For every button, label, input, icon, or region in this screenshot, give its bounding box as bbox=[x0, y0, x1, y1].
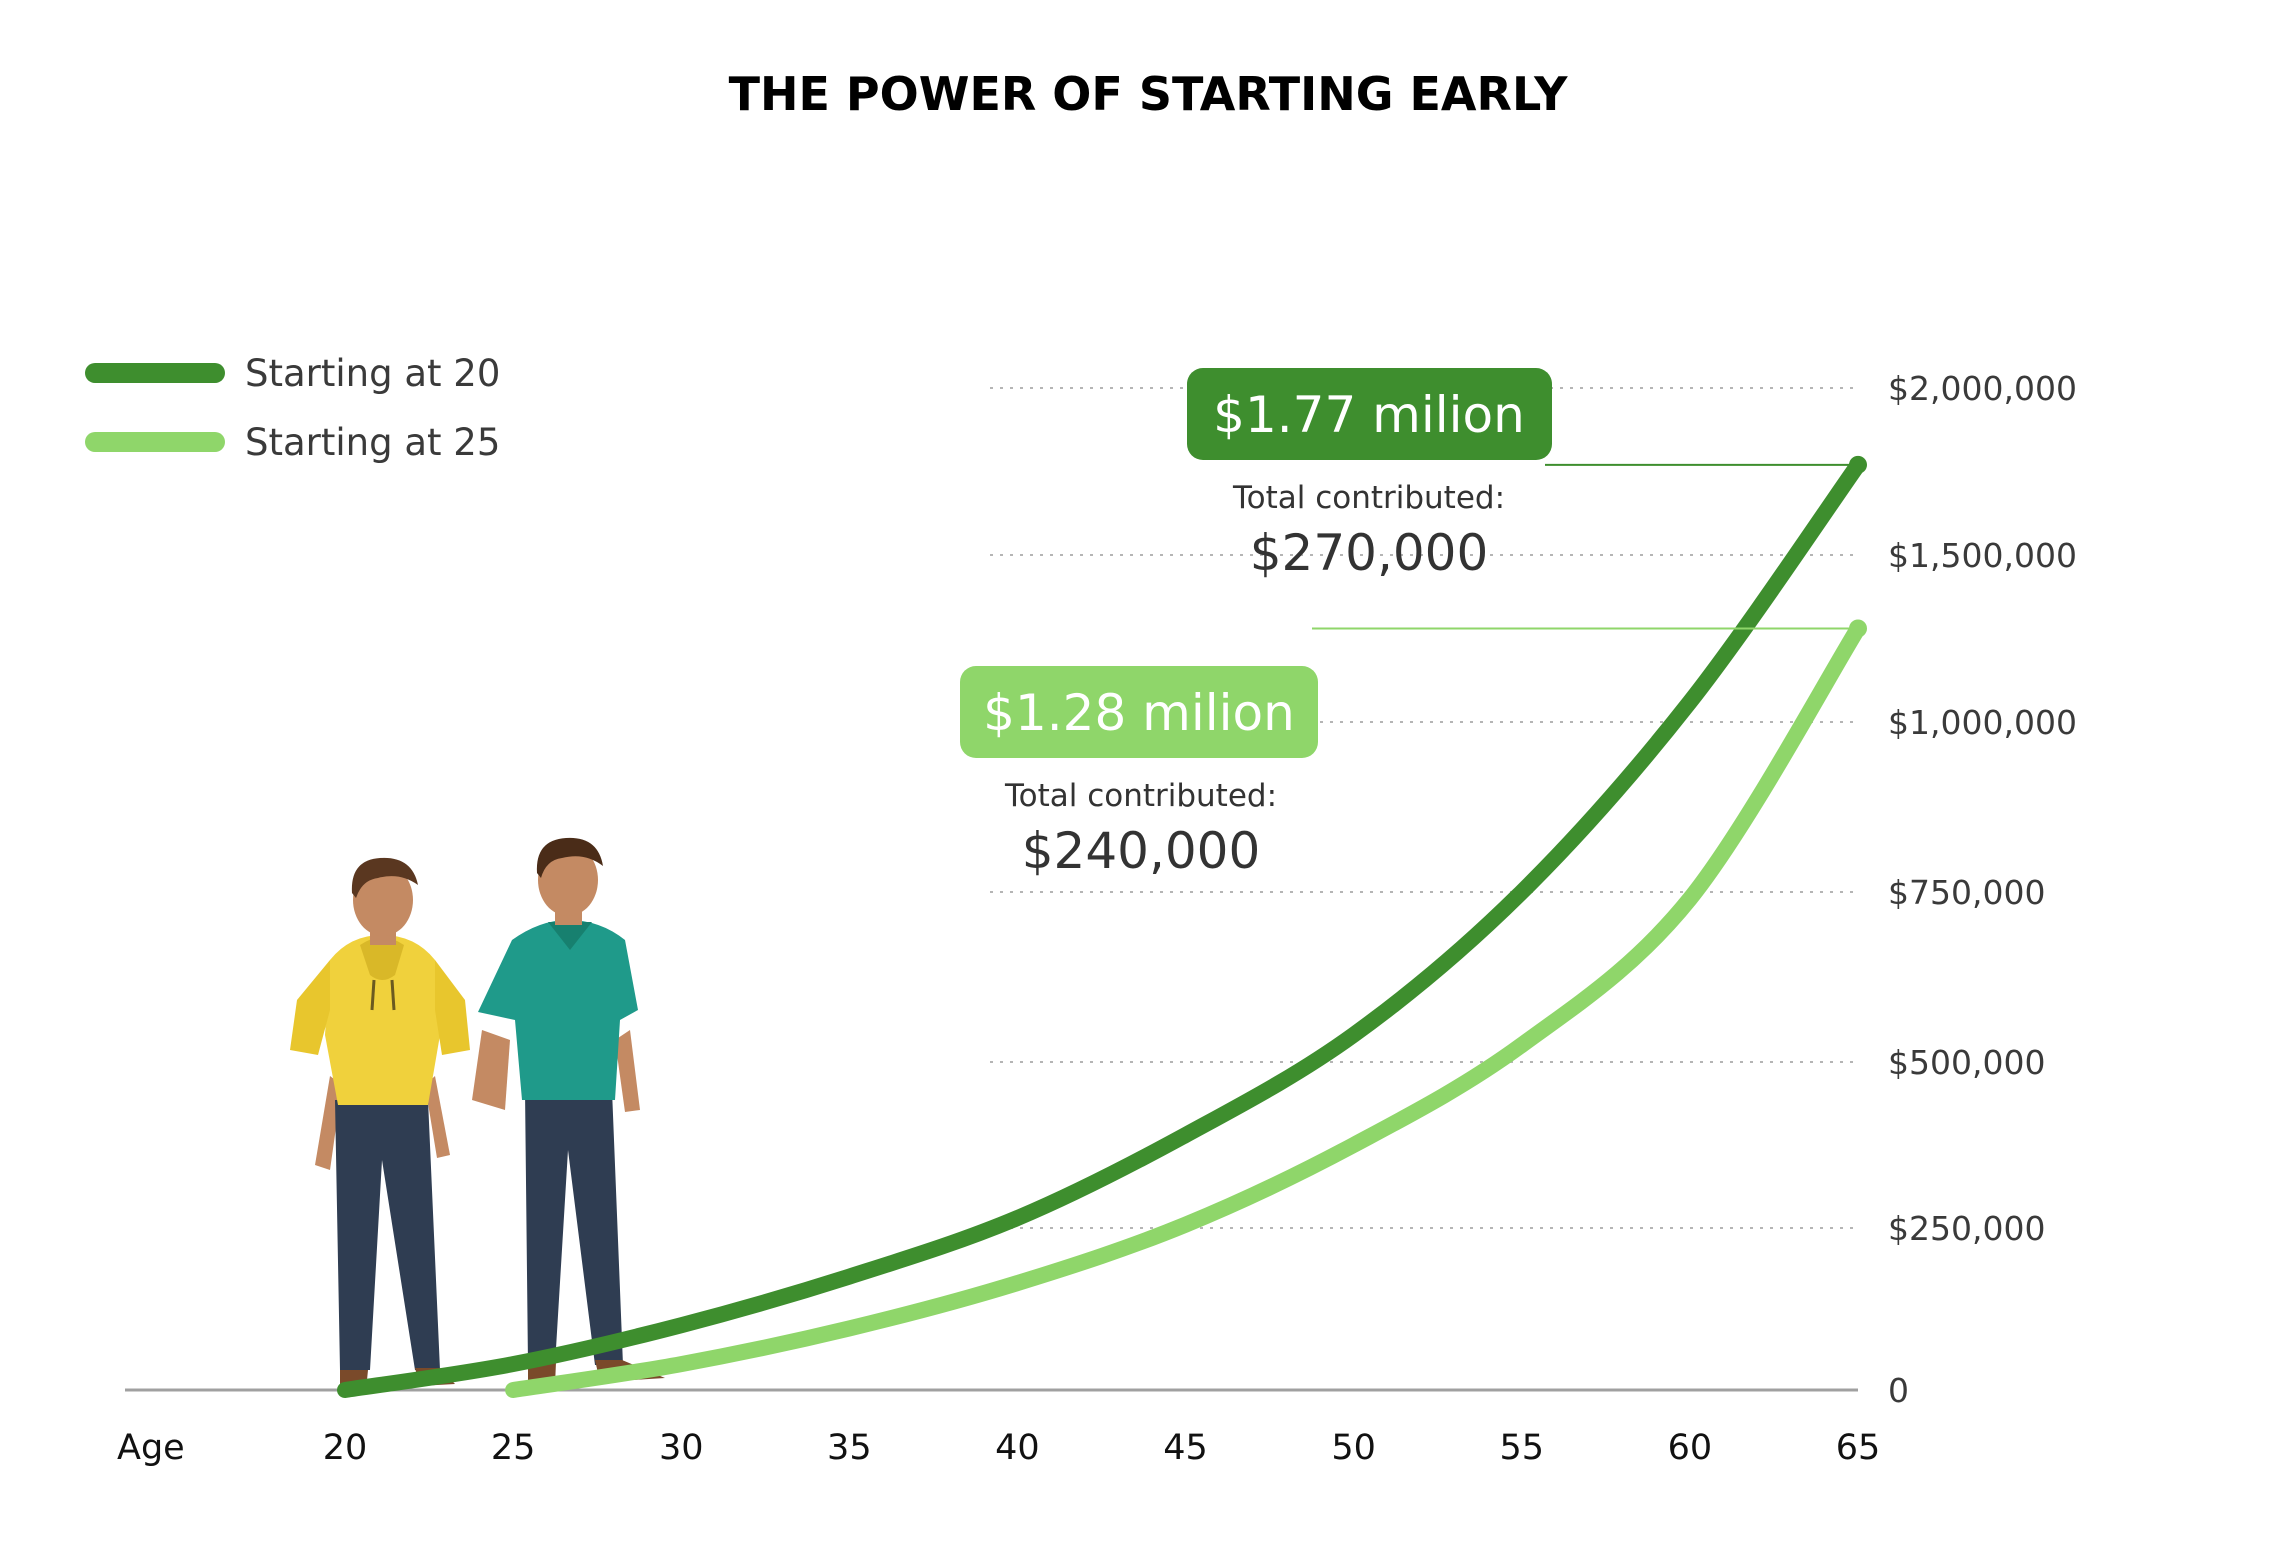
x-tick-label: 45 bbox=[1163, 1428, 1208, 1468]
x-tick-label: 30 bbox=[659, 1428, 704, 1468]
callout-value-starting-25: $1.28 milion bbox=[983, 684, 1295, 742]
callout-box-starting-25 bbox=[960, 666, 1318, 758]
x-tick-label: 60 bbox=[1668, 1428, 1713, 1468]
callout-box-starting-20 bbox=[1187, 368, 1552, 460]
x-tick-label: 50 bbox=[1331, 1428, 1376, 1468]
series-line-starting-25 bbox=[505, 620, 1866, 1398]
callout-sub-label-starting-25: Total contributed: bbox=[1004, 778, 1277, 814]
y-tick-label: $2,000,000 bbox=[1888, 369, 2077, 408]
y-tick-label: $250,000 bbox=[1888, 1209, 2045, 1248]
callout-sub-label-starting-20: Total contributed: bbox=[1232, 480, 1505, 516]
legend: Starting at 20 Starting at 25 bbox=[85, 352, 500, 464]
y-tick-label: $1,000,000 bbox=[1888, 703, 2077, 742]
legend-label-starting-20: Starting at 20 bbox=[245, 352, 500, 395]
x-tick-label: 55 bbox=[1500, 1428, 1545, 1468]
callout-amount-starting-20: $270,000 bbox=[1250, 524, 1489, 582]
legend-label-starting-25: Starting at 25 bbox=[245, 421, 500, 464]
callout-starting-20: $1.77 milion Total contributed: $270,000 bbox=[1187, 368, 1858, 582]
series-line-starting-20 bbox=[337, 456, 1866, 1398]
y-tick-label: $500,000 bbox=[1888, 1043, 2045, 1082]
x-tick-label: 35 bbox=[827, 1428, 872, 1468]
callout-amount-starting-25: $240,000 bbox=[1022, 822, 1261, 880]
callout-value-starting-20: $1.77 milion bbox=[1213, 386, 1525, 444]
person-teal-polo-icon bbox=[472, 837, 665, 1388]
x-axis-label: Age bbox=[117, 1428, 185, 1468]
x-tick-label: 20 bbox=[323, 1428, 368, 1468]
illustration bbox=[290, 837, 665, 1392]
chart-title: THE POWER OF STARTING EARLY bbox=[729, 67, 1569, 121]
person-yellow-hoodie-icon bbox=[290, 857, 470, 1392]
callouts: $1.77 milion Total contributed: $270,000… bbox=[960, 368, 1858, 880]
y-tick-label: $750,000 bbox=[1888, 873, 2045, 912]
y-tick-label: $1,500,000 bbox=[1888, 536, 2077, 575]
x-tick-label: 40 bbox=[995, 1428, 1040, 1468]
x-axis-ticks: 20 25 30 35 40 45 50 55 60 65 bbox=[323, 1428, 1881, 1468]
y-axis-ticks: 0 $250,000 $500,000 $750,000 $1,000,000 $1,50… bbox=[1888, 369, 2077, 1410]
x-tick-label: 25 bbox=[491, 1428, 536, 1468]
x-tick-label: 65 bbox=[1836, 1428, 1881, 1468]
y-tick-label: 0 bbox=[1888, 1371, 1909, 1410]
callout-starting-25: $1.28 milion Total contributed: $240,000 bbox=[960, 627, 1858, 880]
